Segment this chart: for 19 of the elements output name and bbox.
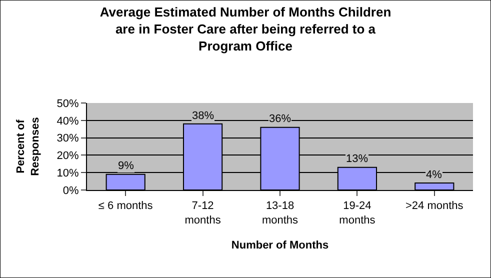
- data-label: 9%: [118, 160, 134, 172]
- y-axis-title: Percent of Responses: [15, 117, 42, 176]
- data-label: 13%: [346, 153, 368, 165]
- data-label: 38%: [192, 110, 214, 122]
- x-tick-label: ≤ 6 months: [98, 200, 154, 212]
- y-tick-label: 30%: [56, 132, 80, 145]
- y-tick-label: 40%: [56, 115, 80, 128]
- data-label: 4%: [426, 169, 442, 181]
- y-tick-label: 50%: [56, 98, 80, 110]
- y-tick-label: 20%: [56, 150, 80, 162]
- data-label: 36%: [269, 113, 292, 125]
- x-tick-label: 13-18 months: [262, 200, 299, 226]
- x-tick-label: 7-12 months: [184, 200, 222, 226]
- x-axis-title: Number of Months: [231, 240, 329, 252]
- y-tick-label: 10%: [56, 167, 80, 180]
- y-tick-label: 0%: [62, 184, 80, 197]
- x-tick-label: >24 months: [406, 200, 464, 212]
- chart-title: Average Estimated Number of Months Children are in Foster Care after being referred to a Program Office: [100, 4, 392, 54]
- x-tick-label: 19-24 months: [339, 200, 376, 226]
